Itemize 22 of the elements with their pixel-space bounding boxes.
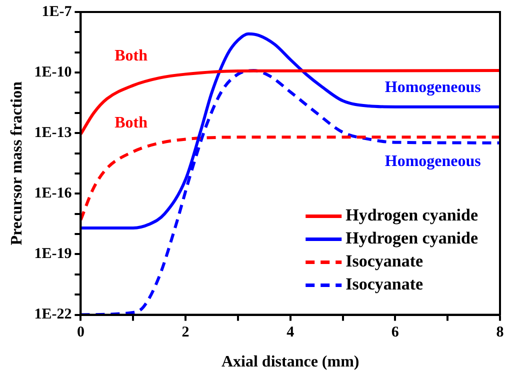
line-series bbox=[80, 69, 500, 136]
legend-label: Isocyanate bbox=[346, 274, 424, 294]
y-tick-label: 1E-19 bbox=[34, 246, 72, 262]
legend-label: Hydrogen cyanide bbox=[346, 228, 478, 248]
x-tick-label: 6 bbox=[391, 324, 400, 341]
y-tick-label: 1E-22 bbox=[34, 306, 72, 323]
annotation: Both bbox=[114, 48, 148, 65]
y-tick-label: 1E-13 bbox=[34, 124, 72, 141]
y-tick-label: 1E-10 bbox=[34, 64, 72, 80]
legend-label: Hydrogen cyanide bbox=[346, 206, 478, 225]
y-tick-label: 1E-7 bbox=[42, 4, 72, 20]
y-tick-label: 1E-16 bbox=[34, 186, 72, 202]
x-tick-label: 8 bbox=[496, 324, 504, 341]
annotation: Homogeneous bbox=[384, 78, 481, 96]
x-tick-label: 2 bbox=[182, 324, 190, 341]
x-tick-label: 0 bbox=[76, 324, 84, 341]
legend-label: Isocyanate bbox=[346, 252, 424, 271]
x-axis-title: Axial distance (mm) bbox=[221, 354, 360, 371]
x-tick-label: 4 bbox=[286, 324, 295, 341]
y-axis-title: Precursor mass fraction bbox=[8, 81, 26, 246]
annotation: Homogeneous bbox=[384, 152, 481, 170]
annotation: Both bbox=[114, 114, 148, 132]
